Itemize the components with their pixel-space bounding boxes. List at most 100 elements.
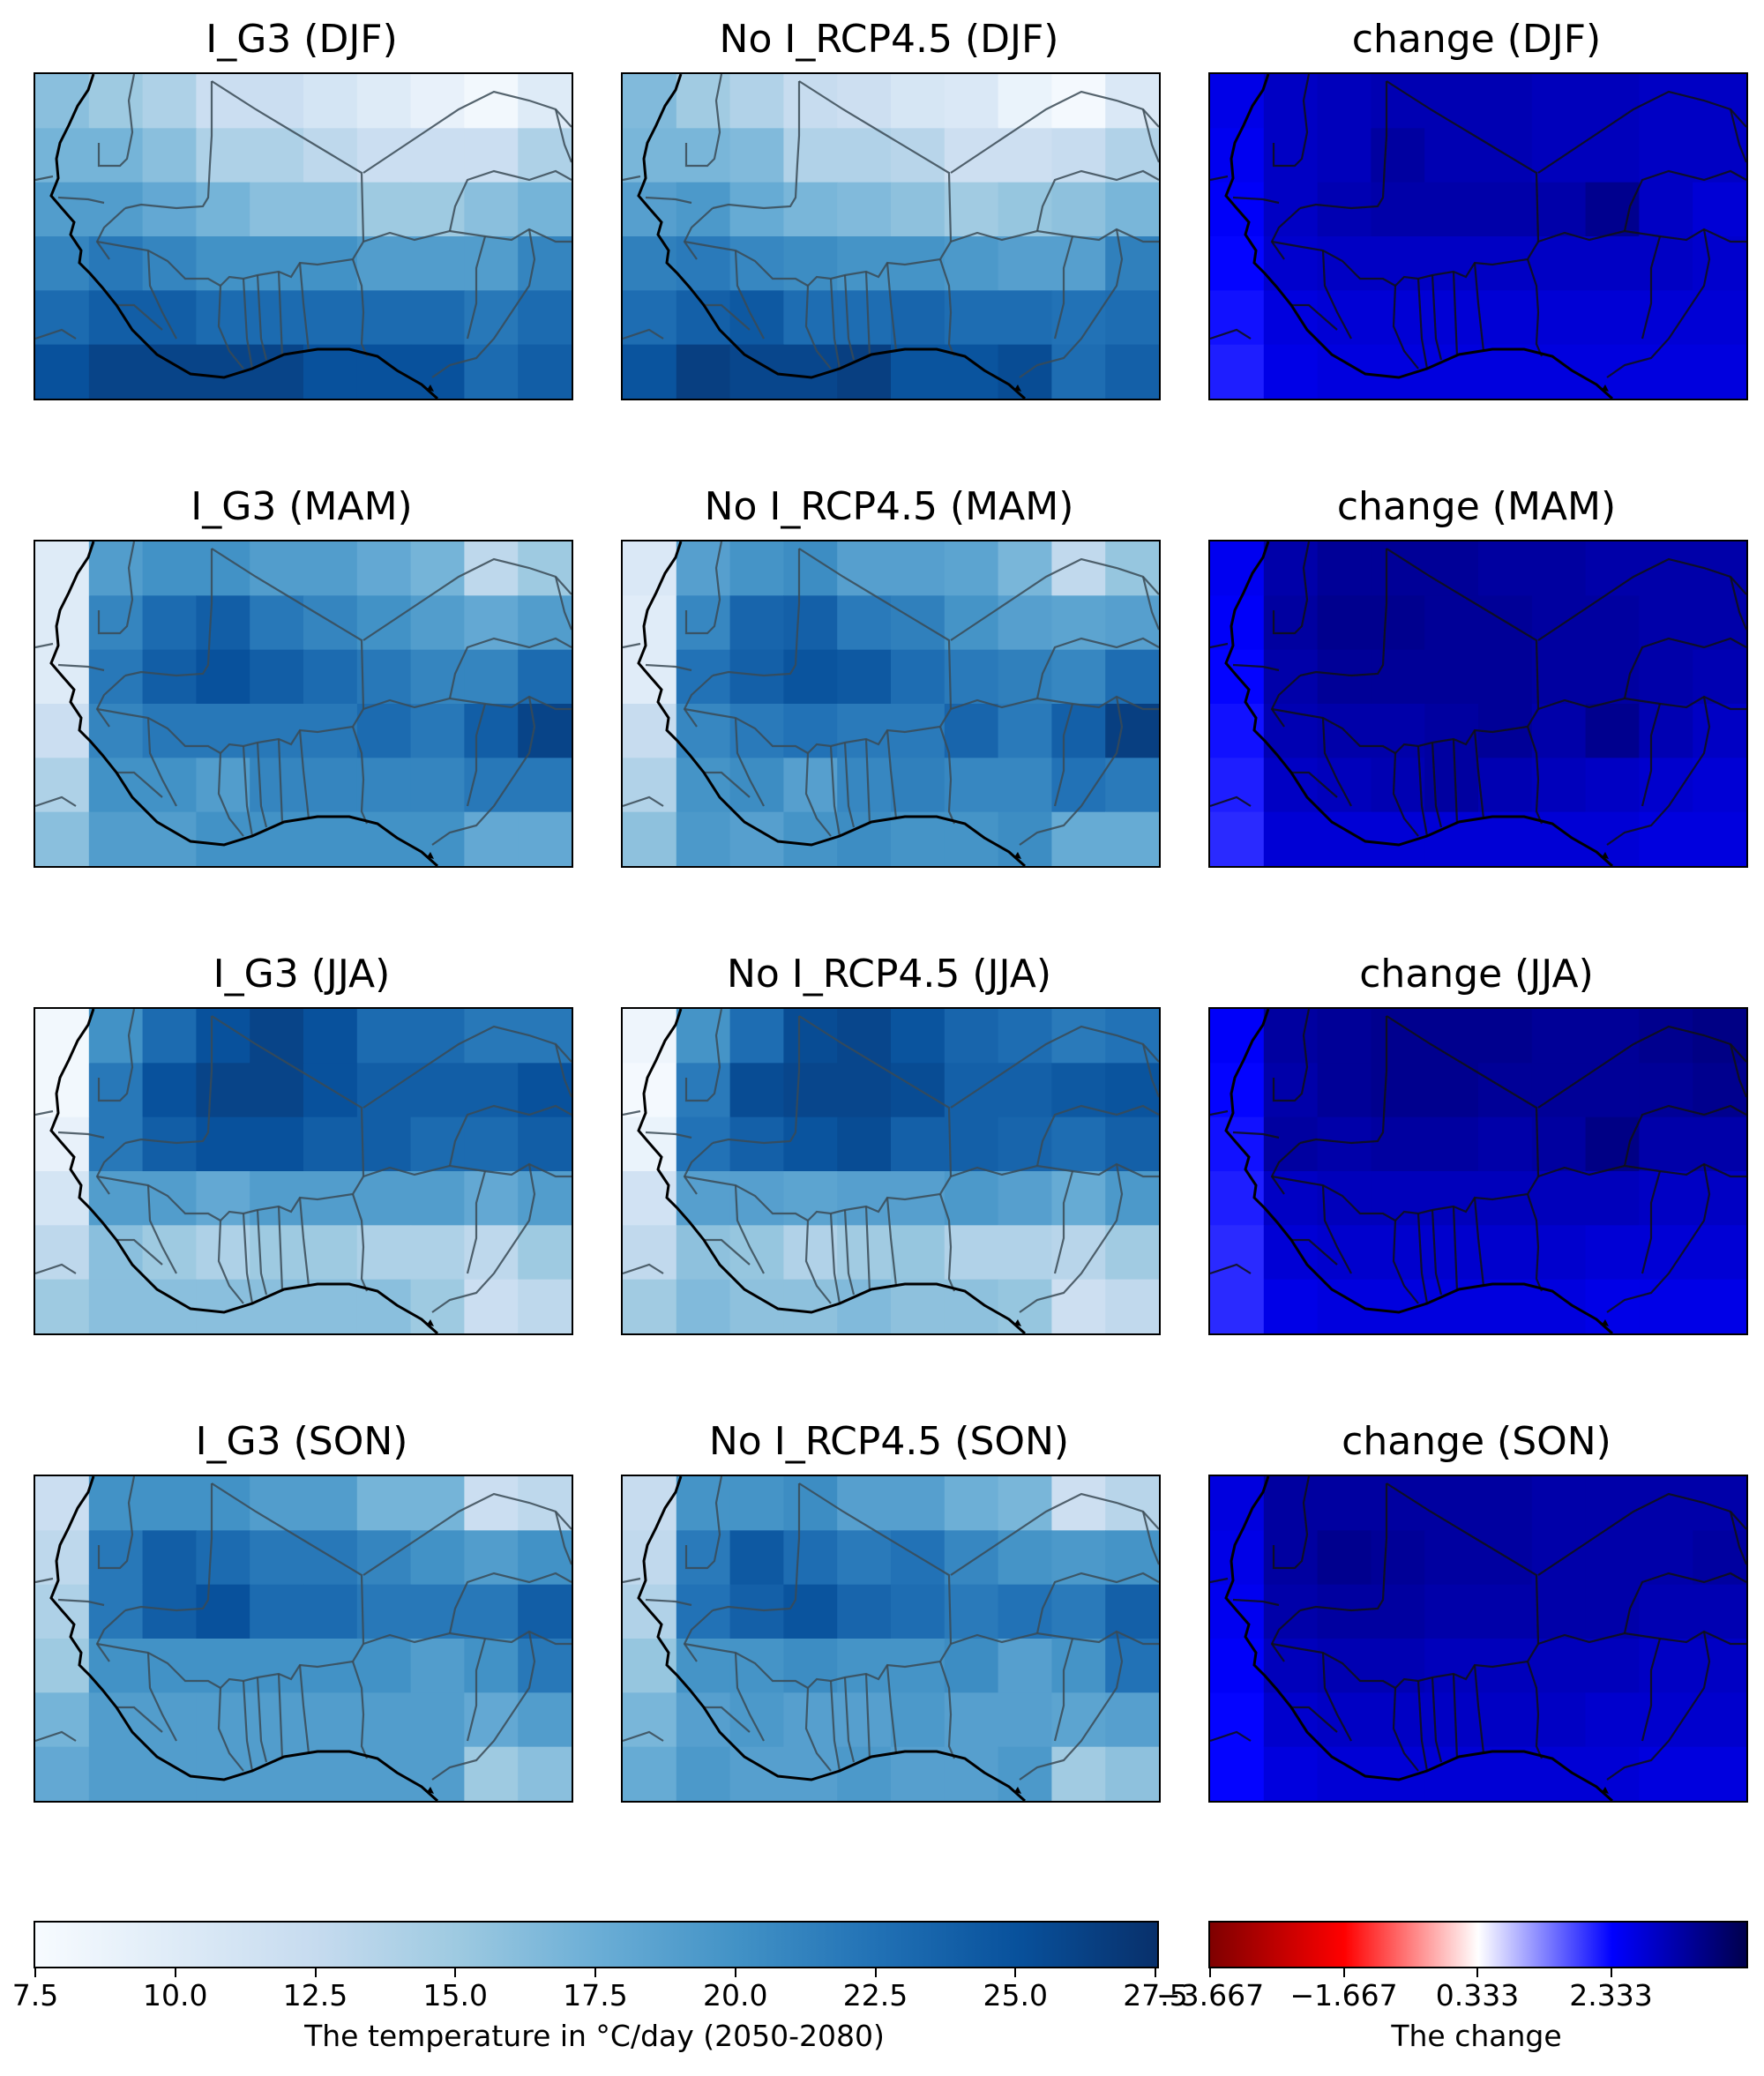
country-border (1232, 663, 1280, 672)
grid-cell (1478, 344, 1533, 399)
temperature-tick-label: 17.5 (563, 1978, 628, 2013)
grid-cell (944, 236, 999, 291)
grid-cell (356, 1692, 412, 1748)
grid-cell (1210, 811, 1265, 866)
grid-cell (1424, 649, 1479, 705)
coastline (637, 1009, 1026, 1333)
country-border (1473, 1664, 1485, 1754)
grid-cell (410, 1225, 465, 1281)
grid-cell (1263, 1009, 1319, 1064)
country-border (124, 1016, 213, 1145)
grid-cell (1478, 1279, 1533, 1333)
grid-cell (1531, 128, 1587, 183)
grid-cell (998, 811, 1052, 866)
grid-cell (410, 128, 465, 183)
country-border (1641, 1170, 1662, 1274)
panel-title-ig3-djf: I_G3 (DJF) (206, 17, 398, 62)
grid-cell (88, 595, 144, 651)
grid-cell (998, 290, 1052, 346)
country-border (684, 240, 809, 287)
country-border (554, 576, 572, 631)
country-border (807, 241, 952, 287)
country-border (1394, 241, 1539, 287)
country-border (35, 328, 77, 340)
grid-cell (1639, 541, 1693, 596)
grid-cell (998, 1171, 1052, 1226)
grid-cell (1478, 1746, 1533, 1801)
grid-cell (944, 704, 999, 758)
island (427, 852, 434, 859)
map-change-djf (1210, 74, 1746, 399)
grid-cell (998, 74, 1052, 129)
country-border (1473, 262, 1485, 352)
country-border (843, 1676, 856, 1763)
country-border (97, 1009, 136, 1102)
grid-cell (729, 1063, 784, 1118)
country-border (798, 1015, 953, 1177)
change-tick-label: 2.333 (1569, 1978, 1653, 2013)
grid-cell (1693, 1171, 1746, 1226)
grid-cell (998, 1530, 1052, 1586)
country-border (623, 642, 641, 649)
grid-cell (303, 1009, 358, 1064)
country-border (1452, 1206, 1459, 1292)
grid-cell (464, 541, 519, 596)
country-border (116, 1706, 163, 1733)
grid-cell (88, 1279, 144, 1333)
island (1602, 852, 1609, 859)
grid-cell (1478, 811, 1533, 866)
grid-cell (356, 74, 412, 129)
grid-cell (676, 1279, 731, 1333)
country-border (1141, 108, 1159, 163)
grid-cell (891, 1530, 946, 1586)
grid-cell (1317, 1692, 1372, 1748)
temperature-tick-label: 25.0 (983, 1978, 1048, 2013)
temperature-tick-label: 10.0 (143, 1978, 208, 2013)
country-border (1270, 207, 1301, 260)
grid-cell (303, 1530, 358, 1586)
grid-cell (464, 649, 519, 705)
country-border (1473, 729, 1485, 819)
grid-cell (1051, 1476, 1106, 1531)
grid-cell (88, 74, 144, 129)
grid-cell (464, 1009, 519, 1064)
country-border (217, 752, 244, 837)
country-border (1210, 1577, 1229, 1584)
country-border (1392, 752, 1419, 837)
grid-cell (142, 649, 197, 705)
grid-cell (356, 1171, 412, 1226)
grid-cell (1639, 1009, 1693, 1064)
grid-cell (1639, 1063, 1693, 1118)
grid-cell (88, 1530, 144, 1586)
grid-cell (35, 1279, 90, 1333)
grid-cell (837, 1530, 892, 1586)
grid-cell (142, 74, 197, 129)
grid-cell (998, 182, 1052, 237)
grid-cell (410, 74, 465, 129)
grid-cell (1105, 236, 1159, 291)
country-border (277, 1206, 284, 1292)
grid-cell (1105, 704, 1159, 758)
grid-cell (944, 74, 999, 129)
grid-cell (303, 811, 358, 866)
grid-cell (518, 1584, 572, 1639)
country-border (864, 271, 871, 357)
grid-cell (1263, 1746, 1319, 1801)
island (1602, 1319, 1609, 1326)
grid-cell (1424, 1063, 1479, 1118)
grid-cell (410, 344, 465, 399)
grid-cell (837, 1063, 892, 1118)
country-border (1392, 1687, 1419, 1772)
country-border (431, 1163, 536, 1313)
country-border (116, 771, 163, 798)
country-border (351, 258, 369, 357)
country-border (1416, 1680, 1429, 1772)
country-border (35, 642, 54, 649)
country-border (298, 1664, 310, 1754)
grid-cell (464, 1116, 519, 1172)
grid-cell (1263, 595, 1319, 651)
grid-cell (518, 758, 572, 813)
grid-cell (1639, 704, 1693, 758)
grid-cell (1585, 1584, 1640, 1639)
grid-cell (1317, 128, 1372, 183)
